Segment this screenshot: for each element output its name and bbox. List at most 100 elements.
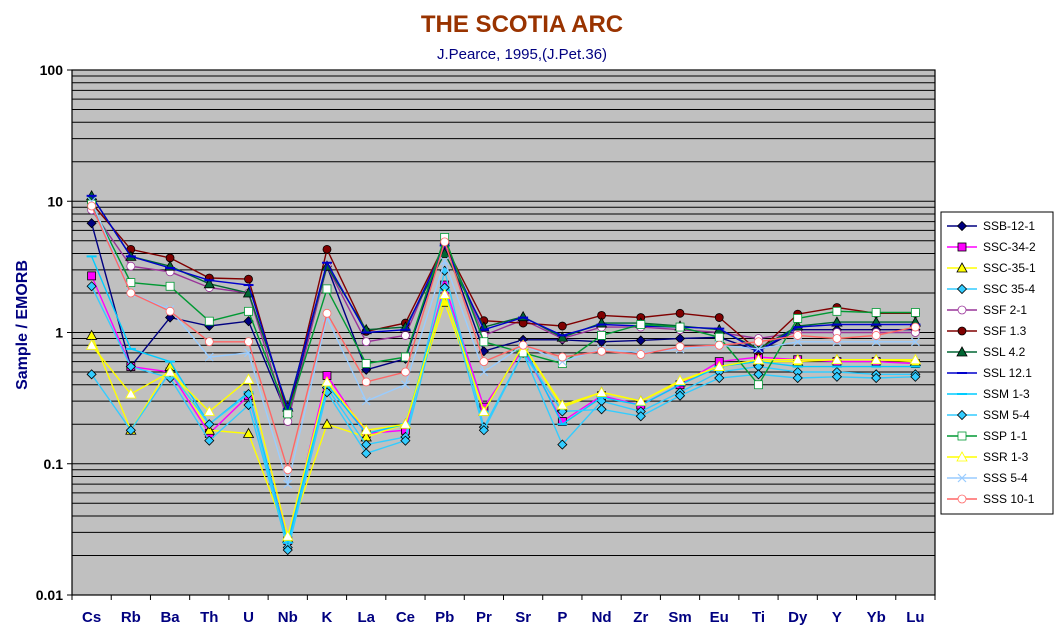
data-point (556, 399, 569, 410)
legend-item: SSP 1-1 (947, 429, 1028, 443)
data-point (557, 439, 568, 450)
data-point (125, 425, 136, 436)
legend-marker (957, 305, 967, 315)
data-point (479, 367, 489, 377)
data-point (752, 353, 765, 365)
data-point (518, 340, 528, 350)
data-point (675, 322, 685, 332)
data-point (86, 369, 97, 380)
data-point (321, 418, 333, 429)
data-point (361, 448, 372, 459)
legend-marker (957, 473, 967, 483)
data-point (125, 361, 136, 372)
data-point (635, 395, 647, 406)
x-tick-label: K (322, 609, 333, 626)
chart-subtitle: J.Pearce, 1995,(J.Pet.36) (437, 46, 607, 63)
plot-frame (71, 69, 936, 596)
x-tick-label: Eu (710, 609, 729, 626)
x-tick-label: La (357, 609, 375, 626)
data-point (282, 530, 294, 541)
data-point (360, 424, 372, 435)
data-point (401, 331, 410, 340)
data-point (203, 424, 215, 435)
data-point (244, 274, 253, 284)
legend-label: SSB-12-1 (983, 219, 1035, 233)
data-point (792, 372, 803, 384)
data-point (753, 369, 764, 380)
data-point (479, 357, 489, 367)
legend-marker (957, 242, 967, 252)
data-point (674, 374, 686, 386)
data-point (165, 312, 176, 323)
legend-item: SSL 12.1 (947, 366, 1032, 380)
legend-item: SSM 1-3 (947, 387, 1030, 401)
x-tick-label: Ba (160, 609, 180, 626)
legend-item: SSB-12-1 (947, 219, 1035, 233)
x-tick-label: Dy (788, 609, 808, 626)
data-point (910, 337, 920, 347)
data-point (714, 340, 724, 350)
data-point (361, 337, 371, 347)
data-point (793, 331, 803, 340)
series-line (91, 284, 916, 551)
data-point (283, 409, 293, 419)
data-point (87, 271, 97, 281)
legend-label: SSF 2-1 (983, 303, 1027, 317)
data-point (242, 373, 255, 384)
chart-title: THE SCOTIA ARC (421, 11, 623, 38)
data-point (871, 372, 882, 384)
data-point (675, 342, 685, 352)
legend-label: SSS 10-1 (983, 492, 1035, 506)
x-tick-label: Zr (633, 609, 648, 626)
data-point (400, 435, 411, 446)
data-point (204, 337, 214, 347)
data-point (754, 344, 763, 354)
legend-item: SSS 5-4 (947, 471, 1028, 485)
data-point (479, 337, 489, 347)
data-point (86, 281, 97, 292)
data-point (399, 418, 412, 429)
x-tick-label: Ce (396, 609, 415, 626)
data-point (910, 322, 920, 332)
legend-label: SSC-34-2 (983, 240, 1036, 254)
data-point (478, 425, 489, 436)
data-point (203, 277, 215, 289)
data-point (126, 288, 136, 298)
data-point (126, 261, 136, 271)
data-point (675, 308, 685, 318)
data-point (597, 346, 606, 356)
series-sss-10-1 (87, 201, 920, 475)
x-tick-label: Lu (906, 609, 924, 626)
data-point (557, 352, 567, 362)
x-tick-label: Nd (592, 609, 612, 626)
data-point (361, 359, 371, 368)
data-point (283, 479, 293, 489)
data-point (871, 308, 881, 317)
legend-marker (956, 220, 968, 232)
data-point (831, 371, 842, 382)
data-point (87, 201, 97, 211)
data-point (754, 380, 763, 390)
legend-item: SSC-35-1 (947, 261, 1036, 275)
series-ssr-1-3 (85, 288, 922, 541)
series-line (90, 203, 916, 416)
data-point (910, 308, 920, 317)
legend-label: SSM 5-4 (983, 408, 1030, 422)
y-tick-label: 10 (47, 193, 63, 209)
data-point (321, 376, 333, 387)
series-ssp-1-1 (87, 199, 920, 419)
legend-marker (956, 451, 968, 462)
data-point (283, 417, 293, 426)
series-line (90, 205, 916, 473)
x-tick-label: Y (832, 609, 842, 626)
x-tick-label: Sm (668, 609, 691, 626)
data-point (831, 353, 843, 365)
data-point (164, 366, 176, 377)
legend-item: SSM 5-4 (947, 408, 1030, 422)
data-point (401, 367, 410, 377)
legend-item: SSS 10-1 (947, 492, 1035, 506)
data-point (165, 306, 175, 316)
data-point (85, 339, 98, 350)
plot-area: 0.01 0.1 1 10 100 Cs Rb Ba Th U Nb K La Ce Pb Pr Sr P Nd Zr… (36, 62, 936, 626)
